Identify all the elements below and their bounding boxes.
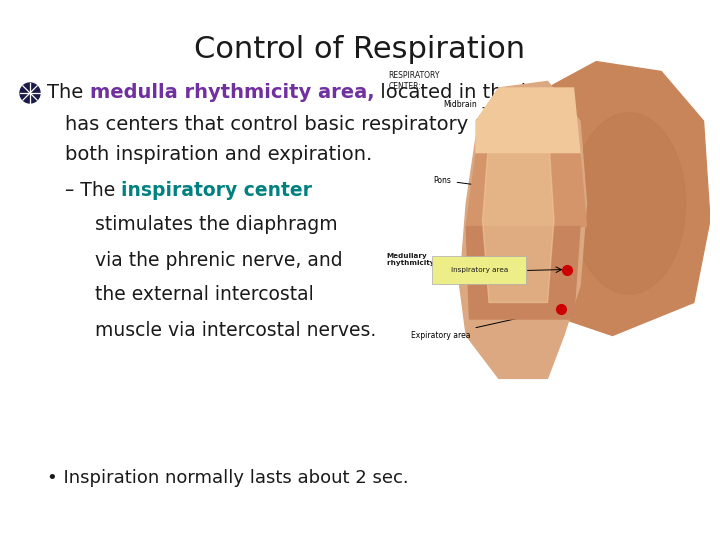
Text: Pons: Pons bbox=[433, 176, 539, 193]
Text: medulla rhythmicity area,: medulla rhythmicity area, bbox=[89, 84, 374, 103]
Polygon shape bbox=[467, 335, 564, 379]
Text: RESPIRATORY
CENTER:: RESPIRATORY CENTER: bbox=[388, 71, 440, 91]
Text: • Inspiration normally lasts about 2 sec.: • Inspiration normally lasts about 2 sec… bbox=[47, 469, 409, 487]
FancyBboxPatch shape bbox=[432, 256, 526, 285]
Polygon shape bbox=[460, 82, 587, 335]
Text: located in the brainstem,: located in the brainstem, bbox=[374, 84, 626, 103]
Ellipse shape bbox=[572, 113, 685, 294]
Text: via the phrenic nerve, and: via the phrenic nerve, and bbox=[95, 251, 343, 269]
Polygon shape bbox=[531, 62, 710, 335]
Circle shape bbox=[20, 83, 40, 103]
Text: Medulla: Medulla bbox=[499, 209, 546, 245]
Text: – The: – The bbox=[65, 180, 121, 199]
Polygon shape bbox=[476, 88, 580, 154]
Text: muscle via intercostal nerves.: muscle via intercostal nerves. bbox=[95, 321, 377, 340]
Text: The: The bbox=[47, 84, 89, 103]
Text: Inspiratory area: Inspiratory area bbox=[451, 267, 508, 273]
Text: inspiratory center: inspiratory center bbox=[121, 180, 312, 199]
Text: has centers that control basic respiratory patterns for: has centers that control basic respirato… bbox=[65, 116, 590, 134]
Text: Midbrain: Midbrain bbox=[444, 100, 528, 114]
Text: both inspiration and expiration.: both inspiration and expiration. bbox=[65, 145, 372, 165]
Polygon shape bbox=[482, 105, 554, 302]
Text: stimulates the diaphragm: stimulates the diaphragm bbox=[95, 215, 338, 234]
Text: the external intercostal: the external intercostal bbox=[95, 286, 314, 305]
Polygon shape bbox=[467, 227, 580, 319]
Text: Expiratory area: Expiratory area bbox=[411, 310, 556, 340]
Text: Control of Respiration: Control of Respiration bbox=[194, 35, 526, 64]
Polygon shape bbox=[467, 154, 587, 227]
Text: Medullary
rhythmicity area:: Medullary rhythmicity area: bbox=[387, 253, 458, 266]
